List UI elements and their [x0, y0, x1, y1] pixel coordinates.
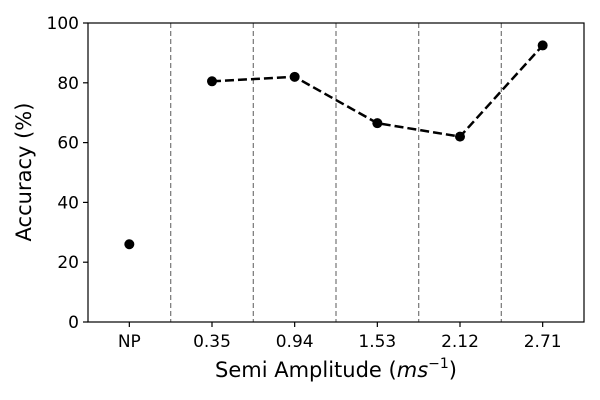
x-tick-label: 1.53 — [358, 332, 396, 352]
x-tick-label: 0.94 — [276, 332, 314, 352]
plot-frame — [87, 22, 585, 323]
x-axis-unit-base: ms — [397, 358, 428, 382]
y-tick-label: 60 — [57, 134, 79, 154]
y-axis-ticks: 0 20 40 60 80 100 — [47, 14, 88, 333]
data-point-0-35 — [207, 76, 217, 87]
data-point-0-94 — [289, 71, 300, 82]
y-tick-label: 40 — [57, 193, 79, 213]
y-axis-title: Accuracy (%) — [12, 103, 36, 242]
x-axis-title: Semi Amplitude (ms−1) — [215, 356, 457, 382]
x-tick-label: 0.35 — [193, 332, 231, 352]
x-tick-label: 2.12 — [441, 332, 479, 352]
data-point-2-71 — [537, 40, 548, 51]
x-axis-unit-exponent: −1 — [428, 356, 449, 372]
data-points-layer — [124, 40, 548, 250]
y-tick-label: 0 — [68, 313, 79, 333]
y-tick-label: 20 — [57, 253, 79, 273]
x-axis-title-text: Semi Amplitude — [215, 358, 382, 382]
x-tick-label: NP — [118, 332, 141, 352]
y-tick-label: 100 — [47, 14, 79, 34]
x-tick-label: 2.71 — [524, 332, 562, 352]
category-separators — [170, 23, 502, 322]
y-tick-label: 80 — [57, 74, 79, 94]
data-point-1-53 — [372, 118, 383, 129]
data-point-2-12 — [455, 131, 465, 142]
data-point-np — [124, 239, 135, 250]
x-axis-ticks: NP 0.35 0.94 1.53 2.12 2.71 — [118, 322, 562, 352]
